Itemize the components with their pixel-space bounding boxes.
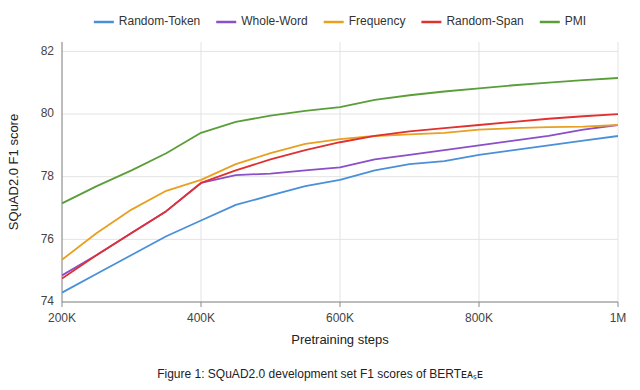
x-tick [618,302,619,307]
grid-line-x [618,42,619,302]
series-line [62,78,618,203]
lines [62,78,618,293]
x-tick-label: 600K [326,311,354,325]
legend-label: Frequency [349,14,406,28]
x-tick-label: 400K [187,311,215,325]
grid-line-x [201,42,202,302]
y-tick-label: 80 [41,106,55,120]
caption: Figure 1: SQuAD2.0 development set F1 sc… [157,367,483,381]
legend-label: PMI [565,14,586,28]
y-axis-label: SQuAD2.0 F1 score [6,114,21,230]
legend-item: Whole-Word [216,14,307,28]
legend-item: Random-Span [421,14,523,28]
y-tick-label: 76 [41,232,55,246]
legend-swatch [324,21,344,24]
legend-swatch [216,21,236,24]
legend-swatch [421,21,441,24]
legend-label: Random-Token [119,14,200,28]
x-tick [201,302,202,307]
y-axis [62,42,63,302]
legend-swatch [540,21,560,24]
y-tick-label: 82 [41,44,55,58]
x-axis [62,302,618,303]
series-line [62,114,618,278]
legend-item: Random-Token [94,14,200,28]
legend-item: Frequency [324,14,406,28]
x-tick-label: 800K [465,311,493,325]
grid-line-x [62,42,63,302]
x-tick [62,302,63,307]
series-line [62,125,618,260]
x-tick-label: 1M [610,311,627,325]
y-tick-label: 74 [41,294,55,308]
x-tick [340,302,341,307]
legend-swatch [94,21,114,24]
x-axis-label: Pretraining steps [291,332,389,347]
x-tick [479,302,480,307]
x-tick-label: 200K [48,311,76,325]
grid-line-x [340,42,341,302]
y-tick-label: 78 [41,169,55,183]
legend-label: Whole-Word [241,14,307,28]
chart: 74 76 78 80 82 200K 400K 600K 800K 1M Pretraining … [0,0,640,390]
legend: Random-Token Whole-Word Frequency Random-Sp… [94,14,586,28]
grid-line-x [479,42,480,302]
grid-line-y [62,302,618,303]
legend-label: Random-Span [446,14,523,28]
series-line [62,125,618,275]
series-line [62,136,618,293]
grid [62,42,618,302]
legend-item: PMI [540,14,586,28]
